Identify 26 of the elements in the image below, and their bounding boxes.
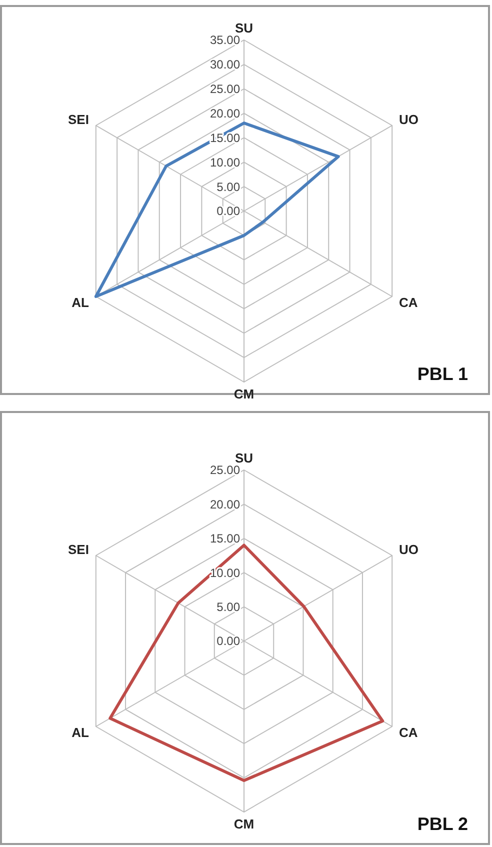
spoke-label: UO [399, 542, 419, 558]
spoke-label: SEI [68, 112, 89, 128]
y-tick-label: 10.00 [210, 155, 240, 170]
spoke-label: CA [399, 725, 418, 740]
y-tick-label: 0.00 [216, 634, 240, 648]
spoke-label: AL [72, 295, 90, 310]
spoke-label: SU [234, 450, 254, 466]
y-tick-label: 5.00 [216, 600, 240, 614]
text: PBL 2 [417, 814, 468, 834]
spoke-label: SEI [68, 542, 89, 558]
y-tick-label: 35.00 [210, 33, 240, 48]
y-tick-label: 15.00 [210, 532, 240, 546]
y-tick-label: 25.00 [210, 82, 240, 96]
text: PBL 1 [417, 364, 468, 384]
spoke-label: AL [72, 725, 90, 740]
spoke-label: CM [234, 386, 254, 402]
y-tick-label: 25.00 [210, 463, 240, 478]
spoke-label: UO [399, 112, 419, 128]
y-tick-label: 20.00 [210, 497, 240, 512]
y-tick-label: 5.00 [216, 180, 240, 194]
spoke-label: SU [234, 20, 254, 36]
spoke-label: CM [234, 816, 254, 832]
y-tick-label: 20.00 [210, 106, 240, 120]
y-tick-label: 0.00 [216, 204, 240, 218]
spoke-label: CA [399, 295, 418, 310]
y-tick-label: 30.00 [210, 58, 240, 72]
